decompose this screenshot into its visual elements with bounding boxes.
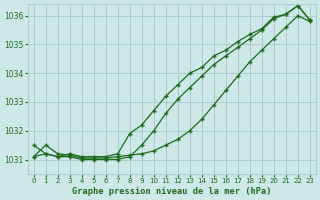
X-axis label: Graphe pression niveau de la mer (hPa): Graphe pression niveau de la mer (hPa) — [72, 187, 272, 196]
